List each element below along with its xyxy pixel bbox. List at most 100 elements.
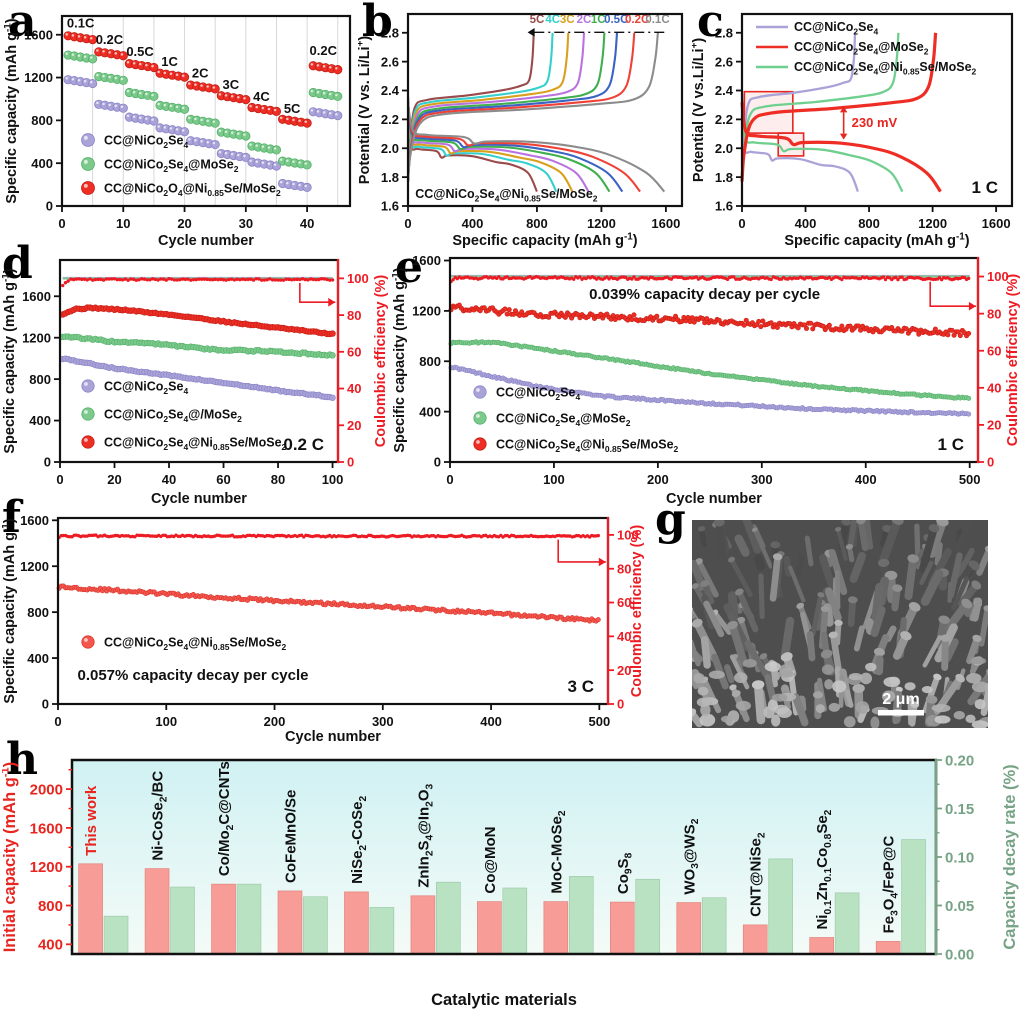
svg-text:100: 100 <box>155 714 177 729</box>
svg-text:CC@NiCo2Se4: CC@NiCo2Se4 <box>794 20 878 36</box>
svg-text:CC@NiCo2Se4@Ni0.85Se/MoSe2: CC@NiCo2Se4@Ni0.85Se/MoSe2 <box>794 60 977 76</box>
svg-text:Initial capacity (mAh g-1): Initial capacity (mAh g-1) <box>2 762 19 953</box>
svg-text:1600: 1600 <box>982 216 1011 231</box>
svg-text:2.4: 2.4 <box>715 83 734 98</box>
svg-text:400: 400 <box>419 404 441 419</box>
sem-image-g: 2 μm <box>648 510 1024 748</box>
svg-text:2 μm: 2 μm <box>882 691 919 708</box>
svg-text:2C: 2C <box>192 66 209 81</box>
svg-text:300: 300 <box>372 714 394 729</box>
svg-text:10: 10 <box>116 216 130 231</box>
svg-text:40: 40 <box>347 381 361 396</box>
svg-text:40: 40 <box>987 380 1001 395</box>
svg-text:0.00: 0.00 <box>945 946 974 963</box>
svg-text:800: 800 <box>29 372 51 387</box>
svg-text:0: 0 <box>738 216 745 231</box>
svg-text:800: 800 <box>38 898 63 915</box>
svg-text:Specific capacity (mAh g-1): Specific capacity (mAh g-1) <box>4 18 20 203</box>
svg-text:1 C: 1 C <box>938 435 964 454</box>
svg-text:1.6: 1.6 <box>715 199 733 214</box>
svg-text:Specific capacity (mAh g-1): Specific capacity (mAh g-1) <box>2 268 18 453</box>
svg-text:0.15: 0.15 <box>945 801 974 818</box>
svg-text:0: 0 <box>44 455 51 470</box>
panel-letter-c: c <box>697 0 724 47</box>
svg-text:30: 30 <box>239 216 253 231</box>
svg-text:80: 80 <box>987 306 1001 321</box>
svg-text:Cycle number: Cycle number <box>158 233 254 249</box>
svg-text:400: 400 <box>27 651 49 666</box>
svg-text:0: 0 <box>446 472 453 487</box>
svg-text:CC@NiCo2Se4: CC@NiCo2Se4 <box>104 134 188 150</box>
svg-text:Ni0.1Zn0.1Co0.8Se2: Ni0.1Zn0.1Co0.8Se2 <box>814 809 834 929</box>
panel-letter-e: e <box>395 242 423 293</box>
svg-text:20: 20 <box>617 663 631 678</box>
svg-text:1200: 1200 <box>412 304 441 319</box>
svg-text:0.1C: 0.1C <box>67 15 95 30</box>
chart-h: This work Ni-CoSe2/BC Co/Mo2C@CNTs CoFeMnO/… <box>0 748 1022 1012</box>
svg-text:MoC-MoSe2: MoC-MoSe2 <box>548 810 568 894</box>
svg-text:1200: 1200 <box>22 330 51 345</box>
svg-text:CC@NiCo2Se4@Ni0.85Se/MoSe2: CC@NiCo2Se4@Ni0.85Se/MoSe2 <box>104 436 287 452</box>
svg-text:800: 800 <box>31 113 53 128</box>
svg-text:100: 100 <box>617 528 639 543</box>
svg-text:CC@NiCo2Se4: CC@NiCo2Se4 <box>496 386 580 402</box>
svg-text:60: 60 <box>347 344 361 359</box>
svg-text:80: 80 <box>347 308 361 323</box>
svg-text:100: 100 <box>322 472 344 487</box>
svg-text:Specific capacity (mAh g-1): Specific capacity (mAh g-1) <box>452 231 637 249</box>
svg-text:Coulombic efficiency (%): Coulombic efficiency (%) <box>629 525 645 698</box>
svg-text:20: 20 <box>987 418 1001 433</box>
svg-text:1.8: 1.8 <box>715 170 733 185</box>
svg-text:0.20: 0.20 <box>945 752 974 769</box>
svg-text:Potential (V vs.Li/Li+): Potential (V vs.Li/Li+) <box>692 38 707 183</box>
panel-letter-g: g <box>655 494 686 545</box>
svg-text:100: 100 <box>987 269 1009 284</box>
svg-text:400: 400 <box>462 216 484 231</box>
svg-text:2.2: 2.2 <box>381 112 399 127</box>
svg-text:2.8: 2.8 <box>715 25 733 40</box>
svg-text:20: 20 <box>107 472 121 487</box>
chart-c: 230 mV CC@NiCo2Se4 CC@NiCo2Se4@MoSe2 CC@NiC… <box>689 2 1022 252</box>
panel-letter-b: b <box>362 0 393 47</box>
svg-text:1.8: 1.8 <box>381 170 399 185</box>
svg-text:1200: 1200 <box>587 216 616 231</box>
svg-text:0: 0 <box>54 714 61 729</box>
svg-text:Co@MoN: Co@MoN <box>482 826 499 893</box>
chart-d: CC@NiCo2Se4 CC@NiCo2Se4@/MoSe2 CC@NiCo2Se4… <box>0 252 392 510</box>
svg-text:Cycle number: Cycle number <box>151 491 247 507</box>
svg-text:0.2C: 0.2C <box>96 32 124 47</box>
svg-text:2.0: 2.0 <box>381 141 399 156</box>
panel-letter-d: d <box>2 238 33 289</box>
svg-text:Specific capacity (mAh g-1): Specific capacity (mAh g-1) <box>784 231 969 249</box>
svg-text:400: 400 <box>795 216 817 231</box>
svg-text:0: 0 <box>58 216 65 231</box>
svg-text:0.2C: 0.2C <box>310 43 338 58</box>
chart-a: 0.1C 0.2C 0.5C 1C 2C 3C 4C 5C 0.2C CC@NiCo2Se4 CC@… <box>2 2 358 252</box>
svg-text:100: 100 <box>543 472 565 487</box>
svg-text:500: 500 <box>588 714 610 729</box>
svg-text:0.10: 0.10 <box>945 849 974 866</box>
svg-text:1200: 1200 <box>24 70 53 85</box>
svg-text:CC@NiCo2Se4@/MoSe2: CC@NiCo2Se4@/MoSe2 <box>104 408 242 424</box>
svg-text:CNT@NiSe2: CNT@NiSe2 <box>748 832 768 917</box>
svg-text:230 mV: 230 mV <box>852 115 898 130</box>
svg-text:0: 0 <box>42 697 49 712</box>
svg-text:60: 60 <box>987 343 1001 358</box>
svg-text:CC@NiCo2Se4@Ni0.85Se/MoSe2: CC@NiCo2Se4@Ni0.85Se/MoSe2 <box>415 187 598 203</box>
svg-text:1600: 1600 <box>30 820 63 837</box>
svg-text:2.0: 2.0 <box>715 141 733 156</box>
svg-text:0.5C: 0.5C <box>604 14 628 26</box>
svg-text:Cycle number: Cycle number <box>285 729 381 745</box>
svg-text:CC@NiCo2Se4@MoSe2: CC@NiCo2Se4@MoSe2 <box>496 412 631 428</box>
chart-b: 5C 4C 3C 2C 1C 0.5C 0.2C 0.1C CC@NiCo2Se4@Ni0.85… <box>355 2 692 252</box>
svg-text:0.2C: 0.2C <box>625 14 649 26</box>
svg-text:200: 200 <box>647 472 669 487</box>
svg-text:Co9S8: Co9S8 <box>615 852 635 894</box>
svg-text:2.6: 2.6 <box>381 54 399 69</box>
panel-letter-h: h <box>6 734 38 785</box>
svg-text:200: 200 <box>264 714 286 729</box>
svg-text:400: 400 <box>29 413 51 428</box>
svg-text:1.6: 1.6 <box>381 199 399 214</box>
svg-text:0: 0 <box>46 199 53 214</box>
